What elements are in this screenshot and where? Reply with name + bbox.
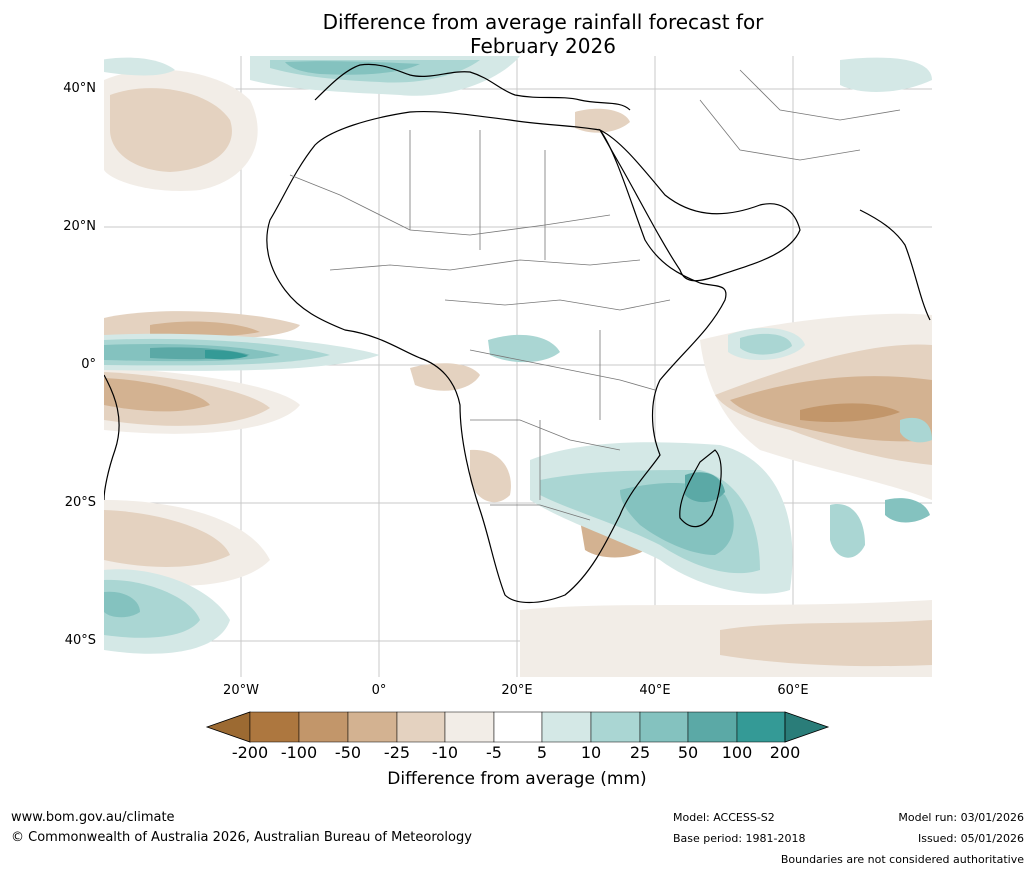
lat-label-20n: 20°N — [63, 219, 96, 234]
colorbar-bin — [298, 711, 349, 743]
colorbar-tick: 25 — [629, 743, 651, 762]
colorbar-tick: 50 — [677, 743, 699, 762]
map-plot-area — [104, 56, 932, 677]
coastlines — [104, 63, 931, 604]
colorbar-tick: -100 — [280, 743, 318, 762]
colorbar-tick: 100 — [721, 743, 753, 762]
colorbar-under-triangle — [205, 711, 251, 743]
model-run-date: Model run: 03/01/2026 — [898, 811, 1024, 824]
colorbar-title: Difference from average (mm) — [387, 769, 647, 789]
base-period: Base period: 1981-2018 — [673, 832, 806, 845]
title-line-1: Difference from average rainfall forecas… — [322, 10, 764, 34]
boundaries-disclaimer: Boundaries are not considered authoritat… — [780, 853, 1024, 866]
colorbar-bin — [590, 711, 641, 743]
lon-label-40e: 40°E — [639, 683, 671, 698]
model-name: Model: ACCESS-S2 — [673, 811, 775, 824]
colorbar-bin — [347, 711, 398, 743]
lon-label-60e: 60°E — [777, 683, 809, 698]
colorbar-tick: 10 — [580, 743, 602, 762]
colorbar-over-triangle — [784, 711, 830, 743]
colorbar-tick: 200 — [769, 743, 801, 762]
lon-label-0: 0° — [371, 683, 387, 698]
colorbar-bin — [639, 711, 689, 743]
colorbar-tick: -10 — [431, 743, 459, 762]
lat-label-40s: 40°S — [64, 633, 96, 648]
country-borders — [289, 69, 901, 521]
title-line-2: February 2026 — [470, 34, 616, 58]
colorbar-bin — [687, 711, 738, 743]
colorbar-bin — [736, 711, 786, 743]
lat-label-40n: 40°N — [63, 81, 96, 96]
wet-anomaly-regions — [104, 56, 932, 654]
copyright-text: © Commonwealth of Australia 2026, Austra… — [11, 830, 472, 845]
issued-date: Issued: 05/01/2026 — [917, 832, 1024, 845]
colorbar-tick: -200 — [231, 743, 269, 762]
colorbar-bin — [541, 711, 592, 743]
lat-label-20s: 20°S — [64, 495, 96, 510]
lon-label-20w: 20°W — [223, 683, 259, 698]
map-title: Difference from average rainfall forecas… — [243, 10, 843, 58]
lat-label-0: 0° — [81, 357, 96, 372]
lon-label-20e: 20°E — [501, 683, 533, 698]
colorbar-bin — [493, 711, 543, 743]
colorbar-tick: 5 — [536, 743, 548, 762]
colorbar-tick: -50 — [334, 743, 362, 762]
colorbar-bin — [444, 711, 495, 743]
colorbar-bin — [249, 711, 300, 743]
colorbar-tick: -5 — [486, 743, 502, 762]
website-link[interactable]: www.bom.gov.au/climate — [11, 810, 175, 825]
colorbar-tick: -25 — [383, 743, 411, 762]
colorbar-bin — [396, 711, 446, 743]
